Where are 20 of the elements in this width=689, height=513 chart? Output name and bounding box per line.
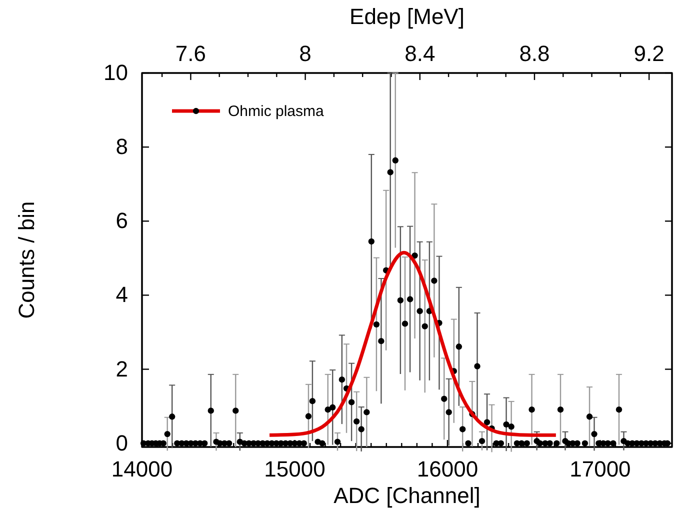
line-series [268, 250, 558, 437]
x-tick-label: 17000 [570, 456, 631, 482]
x2-axis-title: Edep [MeV] [350, 4, 464, 29]
y-tick-label: 0 [116, 430, 128, 456]
y-axis-title: Counts / bin [14, 201, 39, 319]
x-axis-title: ADC [Channel] [334, 483, 480, 508]
legend-label: Ohmic plasma [228, 103, 325, 120]
x2-tick-label: 8.8 [519, 41, 550, 66]
x-tick-label: 16000 [416, 456, 478, 482]
x2-tick-label: 7.6 [175, 41, 206, 66]
y-tick-label: 10 [104, 60, 128, 86]
x-tick-label: 14000 [111, 456, 173, 482]
y-tick-label: 2 [116, 356, 128, 382]
x2-tick-label: 9.2 [634, 41, 664, 66]
x2-tick-label: 8 [299, 41, 312, 66]
y-tick-label: 6 [116, 208, 128, 234]
y-tick-label: 8 [116, 134, 128, 160]
y-tick-label: 4 [116, 282, 128, 308]
x-tick-label: 15000 [264, 456, 326, 482]
x2-tick-label: 8.4 [404, 41, 436, 66]
